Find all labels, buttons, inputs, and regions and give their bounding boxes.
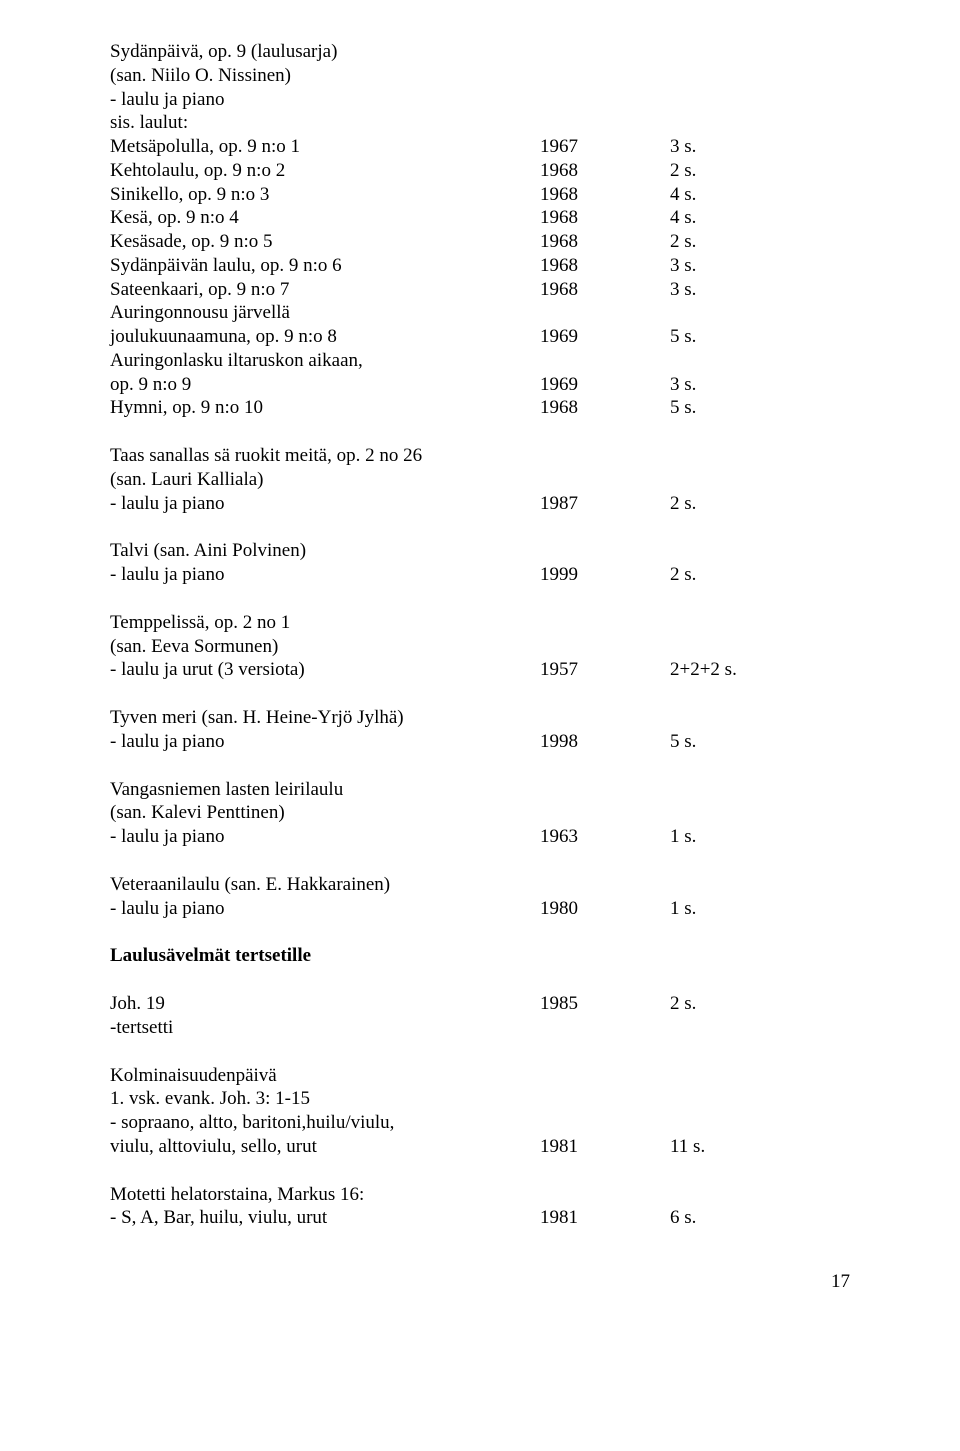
entry-label: Auringonnousu järvellä [110,301,540,325]
entry-duration: 5 s. [670,325,770,349]
entry-duration: 2 s. [670,159,770,183]
entry-label: Taas sanallas sä ruokit meitä, op. 2 no … [110,444,540,468]
entry-duration: 5 s. [670,396,770,420]
entry-label: Vangasniemen lasten leirilaulu [110,778,540,802]
entry-year: 1968 [540,159,670,183]
entry-label: Kesä, op. 9 n:o 4 [110,206,540,230]
entry-row: joulukuunaamuna, op. 9 n:o 8 1969 5 s. [110,325,850,349]
entry-year: 1968 [540,254,670,278]
entry-label: Temppelissä, op. 2 no 1 [110,611,540,635]
entry-label: - laulu ja urut (3 versiota) [110,658,540,682]
entry-label: viulu, alttoviulu, sello, urut [110,1135,540,1159]
entry-year: 1968 [540,230,670,254]
entry-label: Veteraanilaulu (san. E. Hakkarainen) [110,873,540,897]
entry-label: Sydänpäivän laulu, op. 9 n:o 6 [110,254,540,278]
entry-label: Sinikello, op. 9 n:o 3 [110,183,540,207]
entry-duration: 1 s. [670,825,770,849]
entry-duration: 5 s. [670,730,770,754]
entry-label: Motetti helatorstaina, Markus 16: [110,1183,540,1207]
entry-year: 1968 [540,206,670,230]
entry-year: 1967 [540,135,670,159]
entry-row: Metsäpolulla, op. 9 n:o 1 1967 3 s. [110,135,850,159]
entry-label: Kehtolaulu, op. 9 n:o 2 [110,159,540,183]
document-body: Sydänpäivä, op. 9 (laulusarja) (san. Nii… [110,40,850,1294]
entry-label: Sateenkaari, op. 9 n:o 7 [110,278,540,302]
entry-duration: 2 s. [670,230,770,254]
entry-label: Metsäpolulla, op. 9 n:o 1 [110,135,540,159]
entry-year: 1968 [540,278,670,302]
entry-duration: 2 s. [670,492,770,516]
entry-label: - S, A, Bar, huilu, viulu, urut [110,1206,540,1230]
entry-row: - laulu ja piano 1998 5 s. [110,730,850,754]
entry-row: - laulu ja piano 1980 1 s. [110,897,850,921]
header-line: sis. laulut: [110,111,540,135]
entry-label: Joh. 19 [110,992,540,1016]
header-line: (san. Niilo O. Nissinen) [110,64,540,88]
entry-label: (san. Eeva Sormunen) [110,635,540,659]
entry-label: - laulu ja piano [110,897,540,921]
entry-year: 1968 [540,183,670,207]
entry-duration: 3 s. [670,135,770,159]
entry-duration: 2+2+2 s. [670,658,770,682]
entry-year: 1980 [540,897,670,921]
entry-duration: 11 s. [670,1135,770,1159]
entry-label: - laulu ja piano [110,492,540,516]
entry-label: -tertsetti [110,1016,540,1040]
entry-label: Talvi (san. Aini Polvinen) [110,539,540,563]
entry-label: - sopraano, altto, baritoni,huilu/viulu, [110,1111,540,1135]
header-line: - laulu ja piano [110,88,540,112]
entry-label: - laulu ja piano [110,730,540,754]
entry-row: op. 9 n:o 9 1969 3 s. [110,373,850,397]
entry-row: Sateenkaari, op. 9 n:o 7 1968 3 s. [110,278,850,302]
entry-label: joulukuunaamuna, op. 9 n:o 8 [110,325,540,349]
entry-duration: 4 s. [670,183,770,207]
entry-year: 1969 [540,325,670,349]
entry-label: (san. Kalevi Penttinen) [110,801,540,825]
entry-row: Hymni, op. 9 n:o 10 1968 5 s. [110,396,850,420]
entry-label: Hymni, op. 9 n:o 10 [110,396,540,420]
entry-label: Tyven meri (san. H. Heine-Yrjö Jylhä) [110,706,540,730]
entry-label: 1. vsk. evank. Joh. 3: 1-15 [110,1087,540,1111]
entry-label: Kesäsade, op. 9 n:o 5 [110,230,540,254]
entry-row: - S, A, Bar, huilu, viulu, urut 1981 6 s… [110,1206,850,1230]
entry-row: Kesä, op. 9 n:o 4 1968 4 s. [110,206,850,230]
entry-duration: 2 s. [670,563,770,587]
entry-year: 1987 [540,492,670,516]
entry-row: - laulu ja piano 1999 2 s. [110,563,850,587]
entry-row: - laulu ja piano 1963 1 s. [110,825,850,849]
entry-row: Kehtolaulu, op. 9 n:o 2 1968 2 s. [110,159,850,183]
entry-duration: 3 s. [670,254,770,278]
entry-row: - laulu ja urut (3 versiota) 1957 2+2+2 … [110,658,850,682]
entry-label: Kolminaisuudenpäivä [110,1064,540,1088]
entry-label: (san. Lauri Kalliala) [110,468,540,492]
entry-year: 1968 [540,396,670,420]
entry-year: 1981 [540,1206,670,1230]
entry-year: 1957 [540,658,670,682]
entry-year: 1963 [540,825,670,849]
entry-label: Auringonlasku iltaruskon aikaan, [110,349,540,373]
entry-year: 1985 [540,992,670,1016]
entry-duration: 2 s. [670,992,770,1016]
section-heading: Laulusävelmät tertsetille [110,944,540,968]
entry-year: 1981 [540,1135,670,1159]
entry-duration: 6 s. [670,1206,770,1230]
entry-year: 1998 [540,730,670,754]
entry-duration: 1 s. [670,897,770,921]
entry-year: 1999 [540,563,670,587]
entry-row: Kesäsade, op. 9 n:o 5 1968 2 s. [110,230,850,254]
entry-row: Joh. 19 1985 2 s. [110,992,850,1016]
entry-row: - laulu ja piano 1987 2 s. [110,492,850,516]
entry-year: 1969 [540,373,670,397]
entry-row: Sydänpäivän laulu, op. 9 n:o 6 1968 3 s. [110,254,850,278]
entry-duration: 3 s. [670,373,770,397]
entry-row: viulu, alttoviulu, sello, urut 1981 11 s… [110,1135,850,1159]
entry-label: - laulu ja piano [110,563,540,587]
entry-label: op. 9 n:o 9 [110,373,540,397]
entry-row: Sinikello, op. 9 n:o 3 1968 4 s. [110,183,850,207]
page-number: 17 [110,1270,850,1294]
entry-duration: 3 s. [670,278,770,302]
header-line: Sydänpäivä, op. 9 (laulusarja) [110,40,540,64]
entry-label: - laulu ja piano [110,825,540,849]
entry-duration: 4 s. [670,206,770,230]
